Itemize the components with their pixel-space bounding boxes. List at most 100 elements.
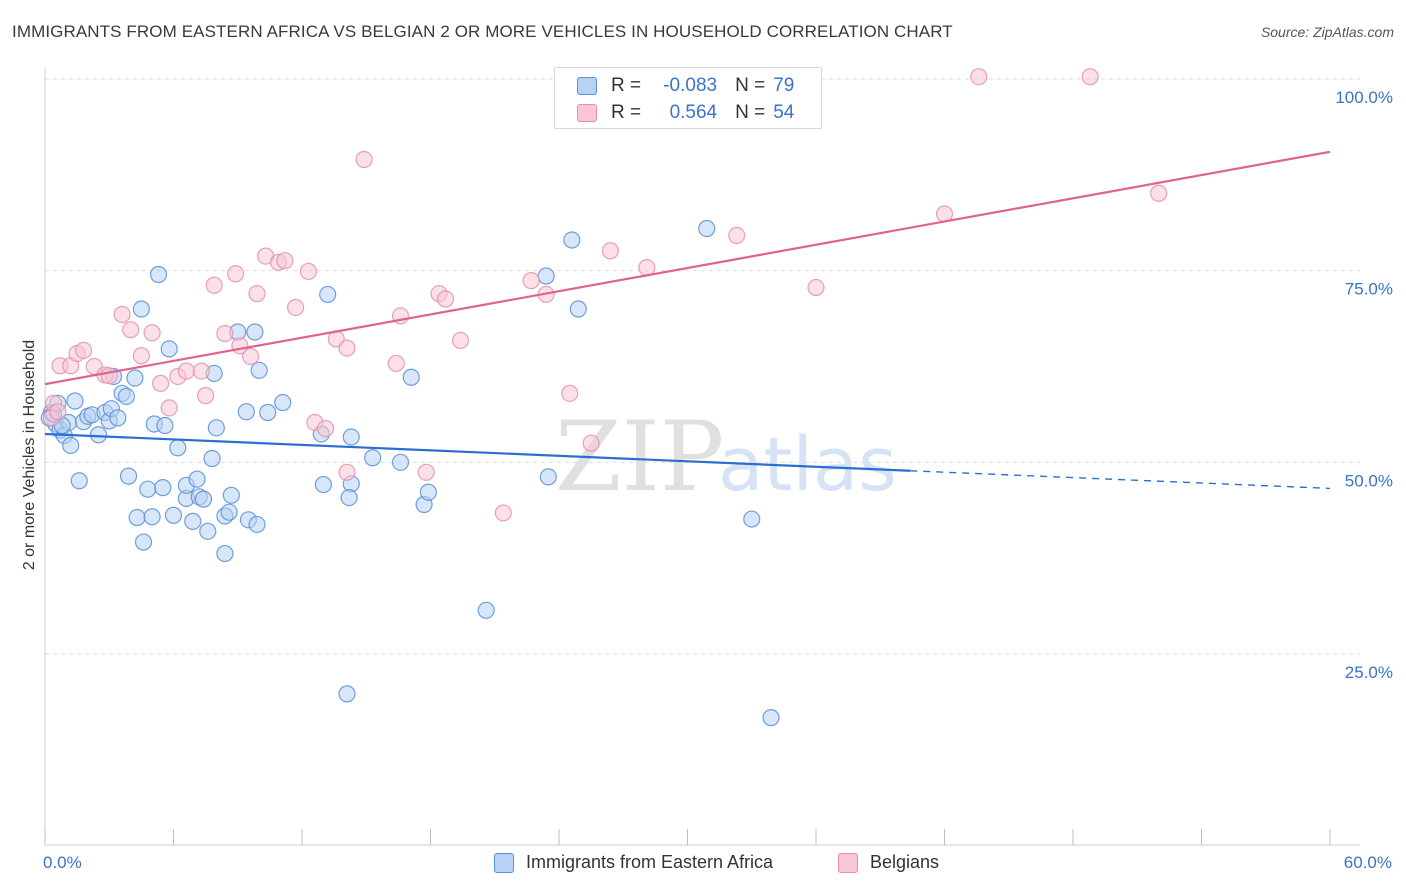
point-eastern-africa — [250, 361, 268, 379]
point-eastern-africa — [743, 510, 761, 528]
point-eastern-africa — [259, 403, 277, 422]
source-label: Source: ZipAtlas.com — [1260, 24, 1394, 40]
point-belgian — [286, 298, 305, 317]
point-belgian — [728, 226, 746, 244]
point-belgian — [205, 276, 223, 294]
point-eastern-africa — [698, 219, 716, 238]
point-belgian — [601, 242, 620, 260]
legend-item-belgians[interactable]: Belgians — [838, 852, 939, 873]
point-belgian — [276, 252, 294, 270]
x-tick-max: 60.0% — [1343, 853, 1392, 872]
point-belgian — [143, 324, 161, 342]
point-belgian — [216, 324, 234, 343]
legend-item-eastern-africa[interactable]: Immigrants from Eastern Africa — [494, 852, 773, 873]
legend-n-label: N = — [735, 75, 766, 96]
point-eastern-africa — [477, 601, 495, 619]
point-eastern-africa — [207, 419, 225, 437]
point-belgian — [248, 285, 266, 303]
point-eastern-africa — [338, 685, 356, 703]
point-eastern-africa — [149, 265, 168, 284]
point-belgian — [227, 265, 245, 283]
legend-r-label: R = — [611, 102, 642, 123]
point-belgian — [242, 347, 260, 366]
legend-n-label: N = — [735, 102, 766, 123]
point-eastern-africa — [340, 489, 358, 507]
point-eastern-africa — [342, 428, 360, 446]
point-belgian — [74, 341, 93, 359]
y-tick-labels: 25.0% 50.0% 75.0% 100.0% — [1335, 88, 1393, 682]
point-eastern-africa — [222, 486, 240, 504]
legend-row-belgians: R = 0.564 N = 54 — [577, 101, 794, 125]
legend-swatch-blue — [577, 77, 597, 95]
legend-n-value: 54 — [773, 102, 795, 123]
point-belgian — [177, 362, 195, 380]
point-belgian — [494, 504, 512, 522]
point-belgian — [160, 399, 178, 417]
point-eastern-africa — [126, 369, 144, 387]
point-belgian — [316, 420, 335, 438]
point-belgian — [100, 367, 118, 385]
series-belgians — [42, 68, 1168, 522]
point-eastern-africa — [391, 453, 410, 471]
trend-line-eastern-africa-extension — [910, 470, 1331, 490]
point-belgian — [417, 463, 435, 481]
legend-r-label: R = — [611, 75, 642, 96]
point-belgian — [387, 354, 405, 373]
legend-n-value: 79 — [773, 75, 795, 96]
point-eastern-africa — [762, 709, 780, 727]
point-eastern-africa — [109, 409, 127, 427]
point-belgian — [338, 339, 356, 357]
point-eastern-africa — [139, 480, 157, 498]
point-eastern-africa — [169, 439, 187, 457]
point-eastern-africa — [274, 393, 292, 412]
legend-label-eastern-africa: Immigrants from Eastern Africa — [526, 852, 774, 872]
point-belgian — [192, 362, 210, 380]
point-belgian — [338, 463, 356, 481]
point-eastern-africa — [419, 483, 437, 501]
point-eastern-africa — [156, 416, 174, 435]
point-eastern-africa — [164, 506, 183, 524]
chart-title: IMMIGRANTS FROM EASTERN AFRICA VS BELGIA… — [12, 22, 953, 41]
point-belgian — [355, 150, 373, 169]
point-eastern-africa — [70, 472, 88, 490]
point-eastern-africa — [319, 285, 337, 304]
legend-label-belgians: Belgians — [870, 852, 940, 872]
point-eastern-africa — [160, 340, 178, 358]
point-belgian — [132, 347, 150, 365]
trend-line-belgians — [44, 150, 1331, 386]
y-tick-label: 25.0% — [1345, 663, 1393, 682]
legend-r-value: 0.564 — [669, 102, 718, 123]
point-belgian — [299, 262, 318, 281]
point-eastern-africa — [143, 508, 161, 526]
point-eastern-africa — [248, 515, 266, 534]
point-eastern-africa — [134, 533, 153, 551]
point-eastern-africa — [199, 522, 217, 540]
trend-lines — [44, 150, 1331, 490]
point-belgian — [561, 384, 579, 402]
watermark-atlas: atlas — [718, 422, 897, 508]
point-eastern-africa — [220, 503, 238, 521]
point-eastern-africa — [154, 479, 172, 497]
grid-lines — [45, 78, 1360, 655]
point-eastern-africa — [89, 426, 108, 444]
point-eastern-africa — [537, 267, 555, 285]
legend-swatch-blue — [494, 852, 514, 873]
point-eastern-africa — [203, 449, 221, 468]
point-belgian — [970, 68, 988, 86]
point-eastern-africa — [563, 231, 581, 249]
point-eastern-africa — [132, 300, 150, 318]
point-belgian — [582, 434, 600, 452]
point-eastern-africa — [62, 436, 80, 455]
point-eastern-africa — [117, 387, 135, 405]
point-eastern-africa — [569, 300, 587, 318]
point-eastern-africa — [246, 323, 264, 341]
point-eastern-africa — [66, 392, 84, 410]
point-eastern-africa — [188, 470, 206, 488]
point-belgian — [1081, 68, 1099, 86]
x-tick-min: 0.0% — [43, 853, 82, 872]
series-legend: Immigrants from Eastern Africa Belgians — [0, 852, 1406, 878]
point-belgian — [1150, 184, 1168, 202]
point-eastern-africa — [402, 368, 420, 386]
point-eastern-africa — [314, 475, 333, 494]
